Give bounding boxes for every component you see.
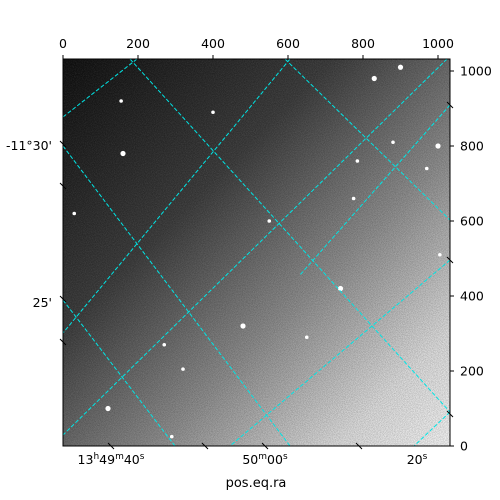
y-tick-label: 200 <box>460 364 484 379</box>
world-tick <box>446 256 454 264</box>
top-pixel-axis: 0 200 400 600 800 1000 <box>59 36 454 59</box>
star <box>105 405 111 412</box>
ra-tick-label: 13h49m40s <box>78 452 145 467</box>
world-tick <box>59 338 67 346</box>
y-tick-label: 800 <box>460 139 484 154</box>
star <box>162 342 167 347</box>
star <box>435 143 441 149</box>
world-tick <box>446 101 454 109</box>
star <box>119 99 123 103</box>
x-tick-label: 600 <box>276 36 300 51</box>
star <box>211 110 215 115</box>
star <box>169 434 174 439</box>
star <box>304 335 309 340</box>
grid-line <box>63 59 448 436</box>
x-tick-label: 0 <box>59 36 67 51</box>
star <box>337 285 344 292</box>
world-tick-marks <box>59 101 454 450</box>
world-tick <box>355 442 363 450</box>
ra-tick-label: 50m00s <box>242 452 288 467</box>
dec-tick-label: -11°30' <box>6 138 52 153</box>
grid-line <box>299 104 450 276</box>
grid-line <box>284 59 450 221</box>
ra-tick-label: 20s <box>407 452 428 467</box>
grid-line <box>63 59 291 334</box>
star <box>72 211 77 216</box>
grid-line <box>413 411 450 446</box>
star <box>438 252 442 257</box>
grid-line <box>129 59 450 413</box>
star <box>240 323 246 329</box>
x-axis-title: pos.eq.ra <box>226 476 287 491</box>
dec-tick-label: 25' <box>33 295 52 310</box>
world-tick <box>446 410 454 418</box>
star <box>120 150 126 157</box>
plot-frame <box>62 58 451 447</box>
grid-line <box>229 259 450 446</box>
y-tick-label: 0 <box>460 439 468 454</box>
star <box>397 64 404 70</box>
star <box>355 159 360 163</box>
star <box>181 367 185 371</box>
sky-noise-light <box>63 59 450 446</box>
star <box>267 219 272 223</box>
world-tick <box>59 140 67 148</box>
grid-line <box>63 299 176 446</box>
bottom-ra-axis: 13h49m40s 50m00s 20s <box>78 452 428 467</box>
star <box>391 140 395 145</box>
y-tick-label: 1000 <box>460 64 492 79</box>
x-tick-label: 1000 <box>422 36 454 51</box>
world-tick <box>201 442 209 450</box>
world-tick <box>107 442 115 450</box>
plot-area <box>63 59 450 446</box>
star <box>424 166 429 171</box>
x-tick-label: 800 <box>351 36 375 51</box>
right-pixel-axis: 0 200 400 600 800 1000 <box>450 64 492 454</box>
grid-line <box>63 59 138 118</box>
world-tick <box>261 442 269 450</box>
world-tick <box>59 182 67 190</box>
y-tick-label: 600 <box>460 214 484 229</box>
x-tick-label: 400 <box>201 36 225 51</box>
y-tick-label: 400 <box>460 289 484 304</box>
source-layer <box>72 64 442 439</box>
coordinate-grid <box>63 59 450 446</box>
x-tick-label: 200 <box>126 36 150 51</box>
grid-line <box>63 145 291 446</box>
left-dec-axis: -11°30' 25' <box>6 138 52 310</box>
star <box>351 196 356 201</box>
world-tick <box>59 295 67 303</box>
star <box>371 75 377 82</box>
